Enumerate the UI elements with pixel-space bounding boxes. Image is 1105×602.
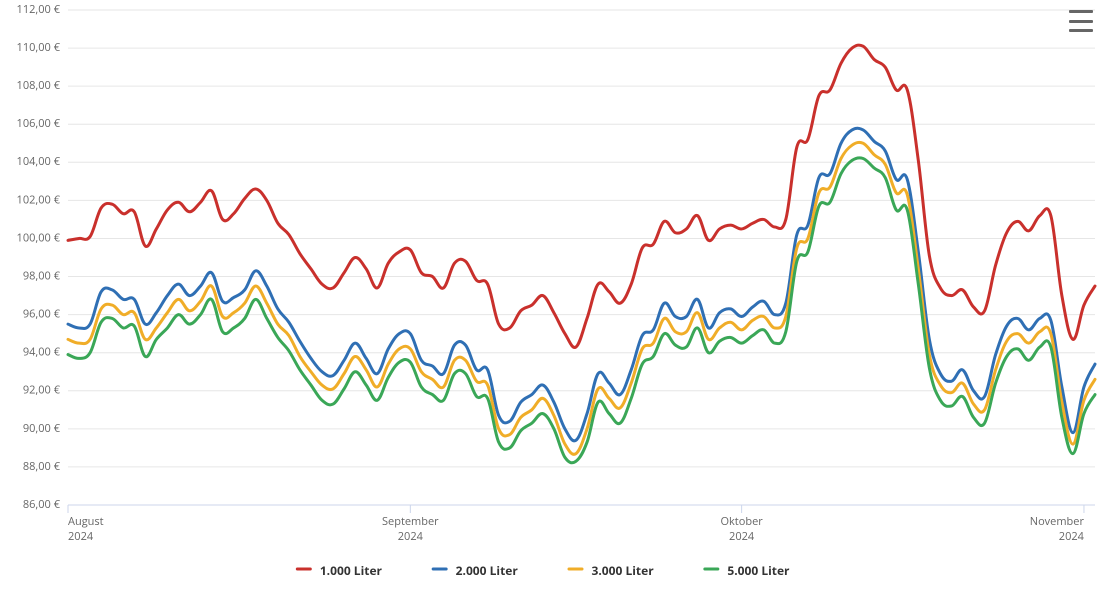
x-tick-label-line2: 2024 bbox=[1059, 529, 1085, 544]
chart-container: 86,00 € 88,00 € 90,00 € 92,00 € 94,00 € 96,00… bbox=[0, 0, 1105, 602]
series-group bbox=[68, 45, 1095, 463]
legend-swatch bbox=[568, 568, 584, 571]
legend: 1.000 Liter 2.000 Liter 3.000 Liter 5.000 L… bbox=[296, 562, 790, 579]
y-tick-label: 96,00 € bbox=[23, 307, 61, 322]
series-line[interactable] bbox=[68, 128, 1095, 441]
y-tick-label: 108,00 € bbox=[17, 78, 61, 93]
chart-menu-button[interactable] bbox=[1069, 8, 1093, 34]
x-tick-label-line1: Oktober bbox=[720, 514, 763, 529]
legend-label: 1.000 Liter bbox=[320, 562, 383, 579]
menu-bar-icon bbox=[1069, 10, 1093, 13]
y-tick-label: 106,00 € bbox=[17, 116, 61, 131]
y-tick-label: 90,00 € bbox=[23, 421, 61, 436]
x-tick-label-line2: 2024 bbox=[68, 529, 94, 544]
legend-swatch bbox=[432, 568, 448, 571]
y-tick-label: 86,00 € bbox=[23, 497, 61, 512]
legend-item[interactable]: 3.000 Liter bbox=[568, 562, 655, 579]
y-tick-label: 98,00 € bbox=[23, 268, 61, 283]
line-chart: 86,00 € 88,00 € 90,00 € 92,00 € 94,00 € 96,00… bbox=[0, 0, 1105, 602]
legend-label: 3.000 Liter bbox=[592, 562, 655, 579]
y-tick-label: 112,00 € bbox=[17, 2, 61, 17]
menu-bar-icon bbox=[1069, 29, 1093, 32]
x-tick-label-line1: September bbox=[382, 514, 439, 529]
y-tick-label: 92,00 € bbox=[23, 383, 61, 398]
x-tick-label-line2: 2024 bbox=[729, 529, 755, 544]
legend-label: 2.000 Liter bbox=[456, 562, 519, 579]
x-tick-label-line1: November bbox=[1030, 514, 1085, 529]
legend-swatch bbox=[296, 568, 312, 571]
y-tick-label: 94,00 € bbox=[23, 345, 61, 360]
y-tick-label: 102,00 € bbox=[17, 192, 61, 207]
y-tick-label: 104,00 € bbox=[17, 154, 61, 169]
y-tick-label: 110,00 € bbox=[17, 40, 61, 55]
menu-bar-icon bbox=[1069, 20, 1093, 23]
x-tick-label-line1: August bbox=[68, 514, 104, 529]
legend-item[interactable]: 1.000 Liter bbox=[296, 562, 383, 579]
y-tick-label: 100,00 € bbox=[17, 230, 61, 245]
legend-swatch bbox=[703, 568, 719, 571]
y-tick-label: 88,00 € bbox=[23, 459, 61, 474]
legend-item[interactable]: 2.000 Liter bbox=[432, 562, 519, 579]
legend-label: 5.000 Liter bbox=[727, 562, 790, 579]
series-line[interactable] bbox=[68, 158, 1095, 463]
legend-item[interactable]: 5.000 Liter bbox=[703, 562, 790, 579]
x-tick-label-line2: 2024 bbox=[398, 529, 424, 544]
